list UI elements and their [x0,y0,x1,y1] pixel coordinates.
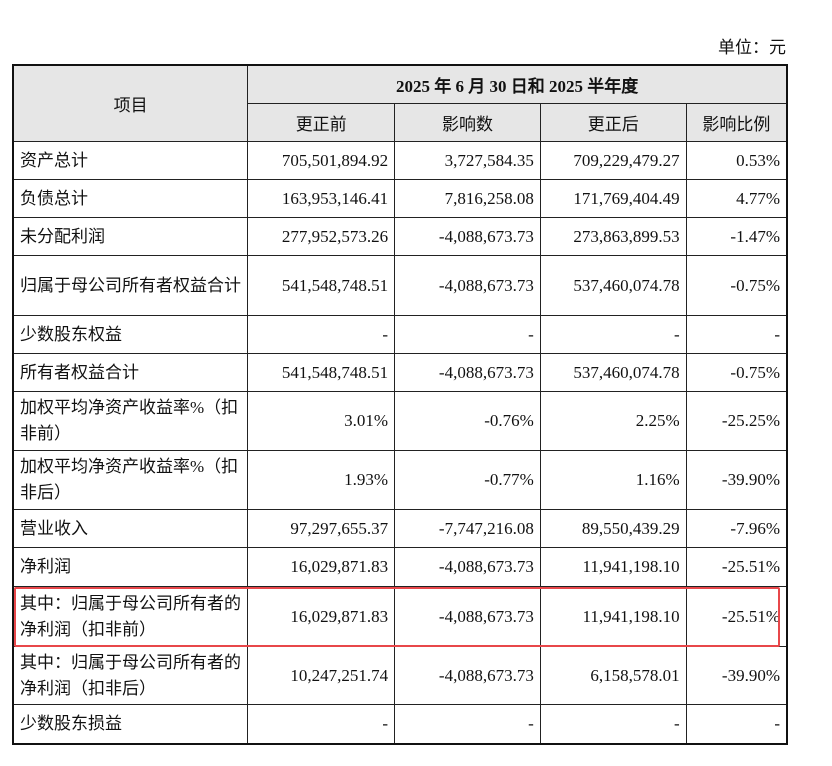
cell-ratio: 4.77% [685,179,788,218]
table-row: 加权平均净资产收益率%（扣非前） 3.01% -0.76% 2.25% -25.25% [12,391,788,451]
cell-after: 273,863,899.53 [539,217,687,256]
cell-impact: 3,727,584.35 [394,141,541,180]
table-row: 少数股东损益 - - - - [12,704,788,744]
cell-before: 541,548,748.51 [247,353,396,392]
cell-ratio: -25.25% [685,391,788,451]
cell-before: 97,297,655.37 [247,509,396,548]
row-label: 少数股东损益 [12,704,249,744]
row-label: 未分配利润 [12,217,249,256]
cell-ratio: 0.53% [685,141,788,180]
cell-impact: -4,088,673.73 [394,255,541,316]
cell-ratio: -25.51% [685,586,788,647]
row-label: 少数股东权益 [12,315,249,354]
table-row: 营业收入 97,297,655.37 -7,747,216.08 89,550,439… [12,509,788,548]
cell-before: 16,029,871.83 [247,547,396,587]
row-label: 所有者权益合计 [12,353,249,392]
table-row: 资产总计 705,501,894.92 3,727,584.35 709,229,47… [12,141,788,180]
cell-before: 163,953,146.41 [247,179,396,218]
row-label: 净利润 [12,547,249,587]
cell-ratio: - [685,704,788,744]
cell-after: 1.16% [539,450,687,510]
row-label: 其中：归属于母公司所有者的净利润（扣非后） [12,646,249,705]
table-row: 未分配利润 277,952,573.26 -4,088,673.73 273,863,… [12,217,788,256]
cell-ratio: - [685,315,788,354]
cell-after: 709,229,479.27 [539,141,687,180]
restatement-table: 项目 2025 年 6 月 30 日和 2025 半年度 更正前 影响数 更正后… [12,64,788,745]
header-col-before: 更正前 [247,103,396,142]
cell-ratio: -1.47% [685,217,788,256]
row-label: 加权平均净资产收益率%（扣非前） [12,391,249,451]
header-col-ratio: 影响比例 [685,103,788,142]
cell-ratio: -7.96% [685,509,788,548]
cell-impact: - [394,315,541,354]
cell-impact: -0.76% [394,391,541,451]
row-label: 资产总计 [12,141,249,180]
cell-before: - [247,704,396,744]
cell-ratio: -0.75% [685,255,788,316]
cell-before: 277,952,573.26 [247,217,396,256]
table-row: 少数股东权益 - - - - [12,315,788,354]
table-row: 净利润 16,029,871.83 -4,088,673.73 11,941,198.… [12,547,788,587]
cell-impact: -4,088,673.73 [394,646,541,705]
table-row: 负债总计 163,953,146.41 7,816,258.08 171,769,40… [12,179,788,218]
row-label: 其中：归属于母公司所有者的净利润（扣非前） [12,586,249,647]
cell-ratio: -39.90% [685,450,788,510]
table-row: 其中：归属于母公司所有者的净利润（扣非前） 16,029,871.83 -4,088… [12,586,788,647]
cell-ratio: -25.51% [685,547,788,587]
unit-label: 单位：元 [718,38,786,57]
cell-before: 1.93% [247,450,396,510]
cell-impact: -4,088,673.73 [394,353,541,392]
table-row: 归属于母公司所有者权益合计 541,548,748.51 -4,088,673.73… [12,255,788,316]
cell-impact: -4,088,673.73 [394,547,541,587]
cell-ratio: -39.90% [685,646,788,705]
cell-after: - [539,315,687,354]
table-row: 其中：归属于母公司所有者的净利润（扣非后） 10,247,251.74 -4,088… [12,646,788,705]
cell-before: 541,548,748.51 [247,255,396,316]
row-label: 营业收入 [12,509,249,548]
row-label: 归属于母公司所有者权益合计 [12,255,249,316]
cell-impact: - [394,704,541,744]
cell-after: 2.25% [539,391,687,451]
table-row: 加权平均净资产收益率%（扣非后） 1.93% -0.77% 1.16% -39.90% [12,450,788,510]
cell-after: 11,941,198.10 [539,547,687,587]
row-label: 加权平均净资产收益率%（扣非后） [12,450,249,510]
cell-before: 3.01% [247,391,396,451]
cell-before: 16,029,871.83 [247,586,396,647]
cell-after: - [539,704,687,744]
cell-impact: -4,088,673.73 [394,217,541,256]
cell-after: 89,550,439.29 [539,509,687,548]
cell-ratio: -0.75% [685,353,788,392]
cell-impact: -4,088,673.73 [394,586,541,647]
cell-after: 171,769,404.49 [539,179,687,218]
header-period: 2025 年 6 月 30 日和 2025 半年度 [247,64,788,104]
cell-before: 10,247,251.74 [247,646,396,705]
header-col-after: 更正后 [539,103,687,142]
cell-after: 537,460,074.78 [539,255,687,316]
header-item: 项目 [12,64,249,142]
row-label: 负债总计 [12,179,249,218]
cell-impact: -7,747,216.08 [394,509,541,548]
table-row: 所有者权益合计 541,548,748.51 -4,088,673.73 537,46… [12,353,788,392]
cell-after: 6,158,578.01 [539,646,687,705]
header-col-impact: 影响数 [394,103,541,142]
cell-before: 705,501,894.92 [247,141,396,180]
cell-after: 537,460,074.78 [539,353,687,392]
cell-before: - [247,315,396,354]
cell-impact: -0.77% [394,450,541,510]
cell-after: 11,941,198.10 [539,586,687,647]
cell-impact: 7,816,258.08 [394,179,541,218]
